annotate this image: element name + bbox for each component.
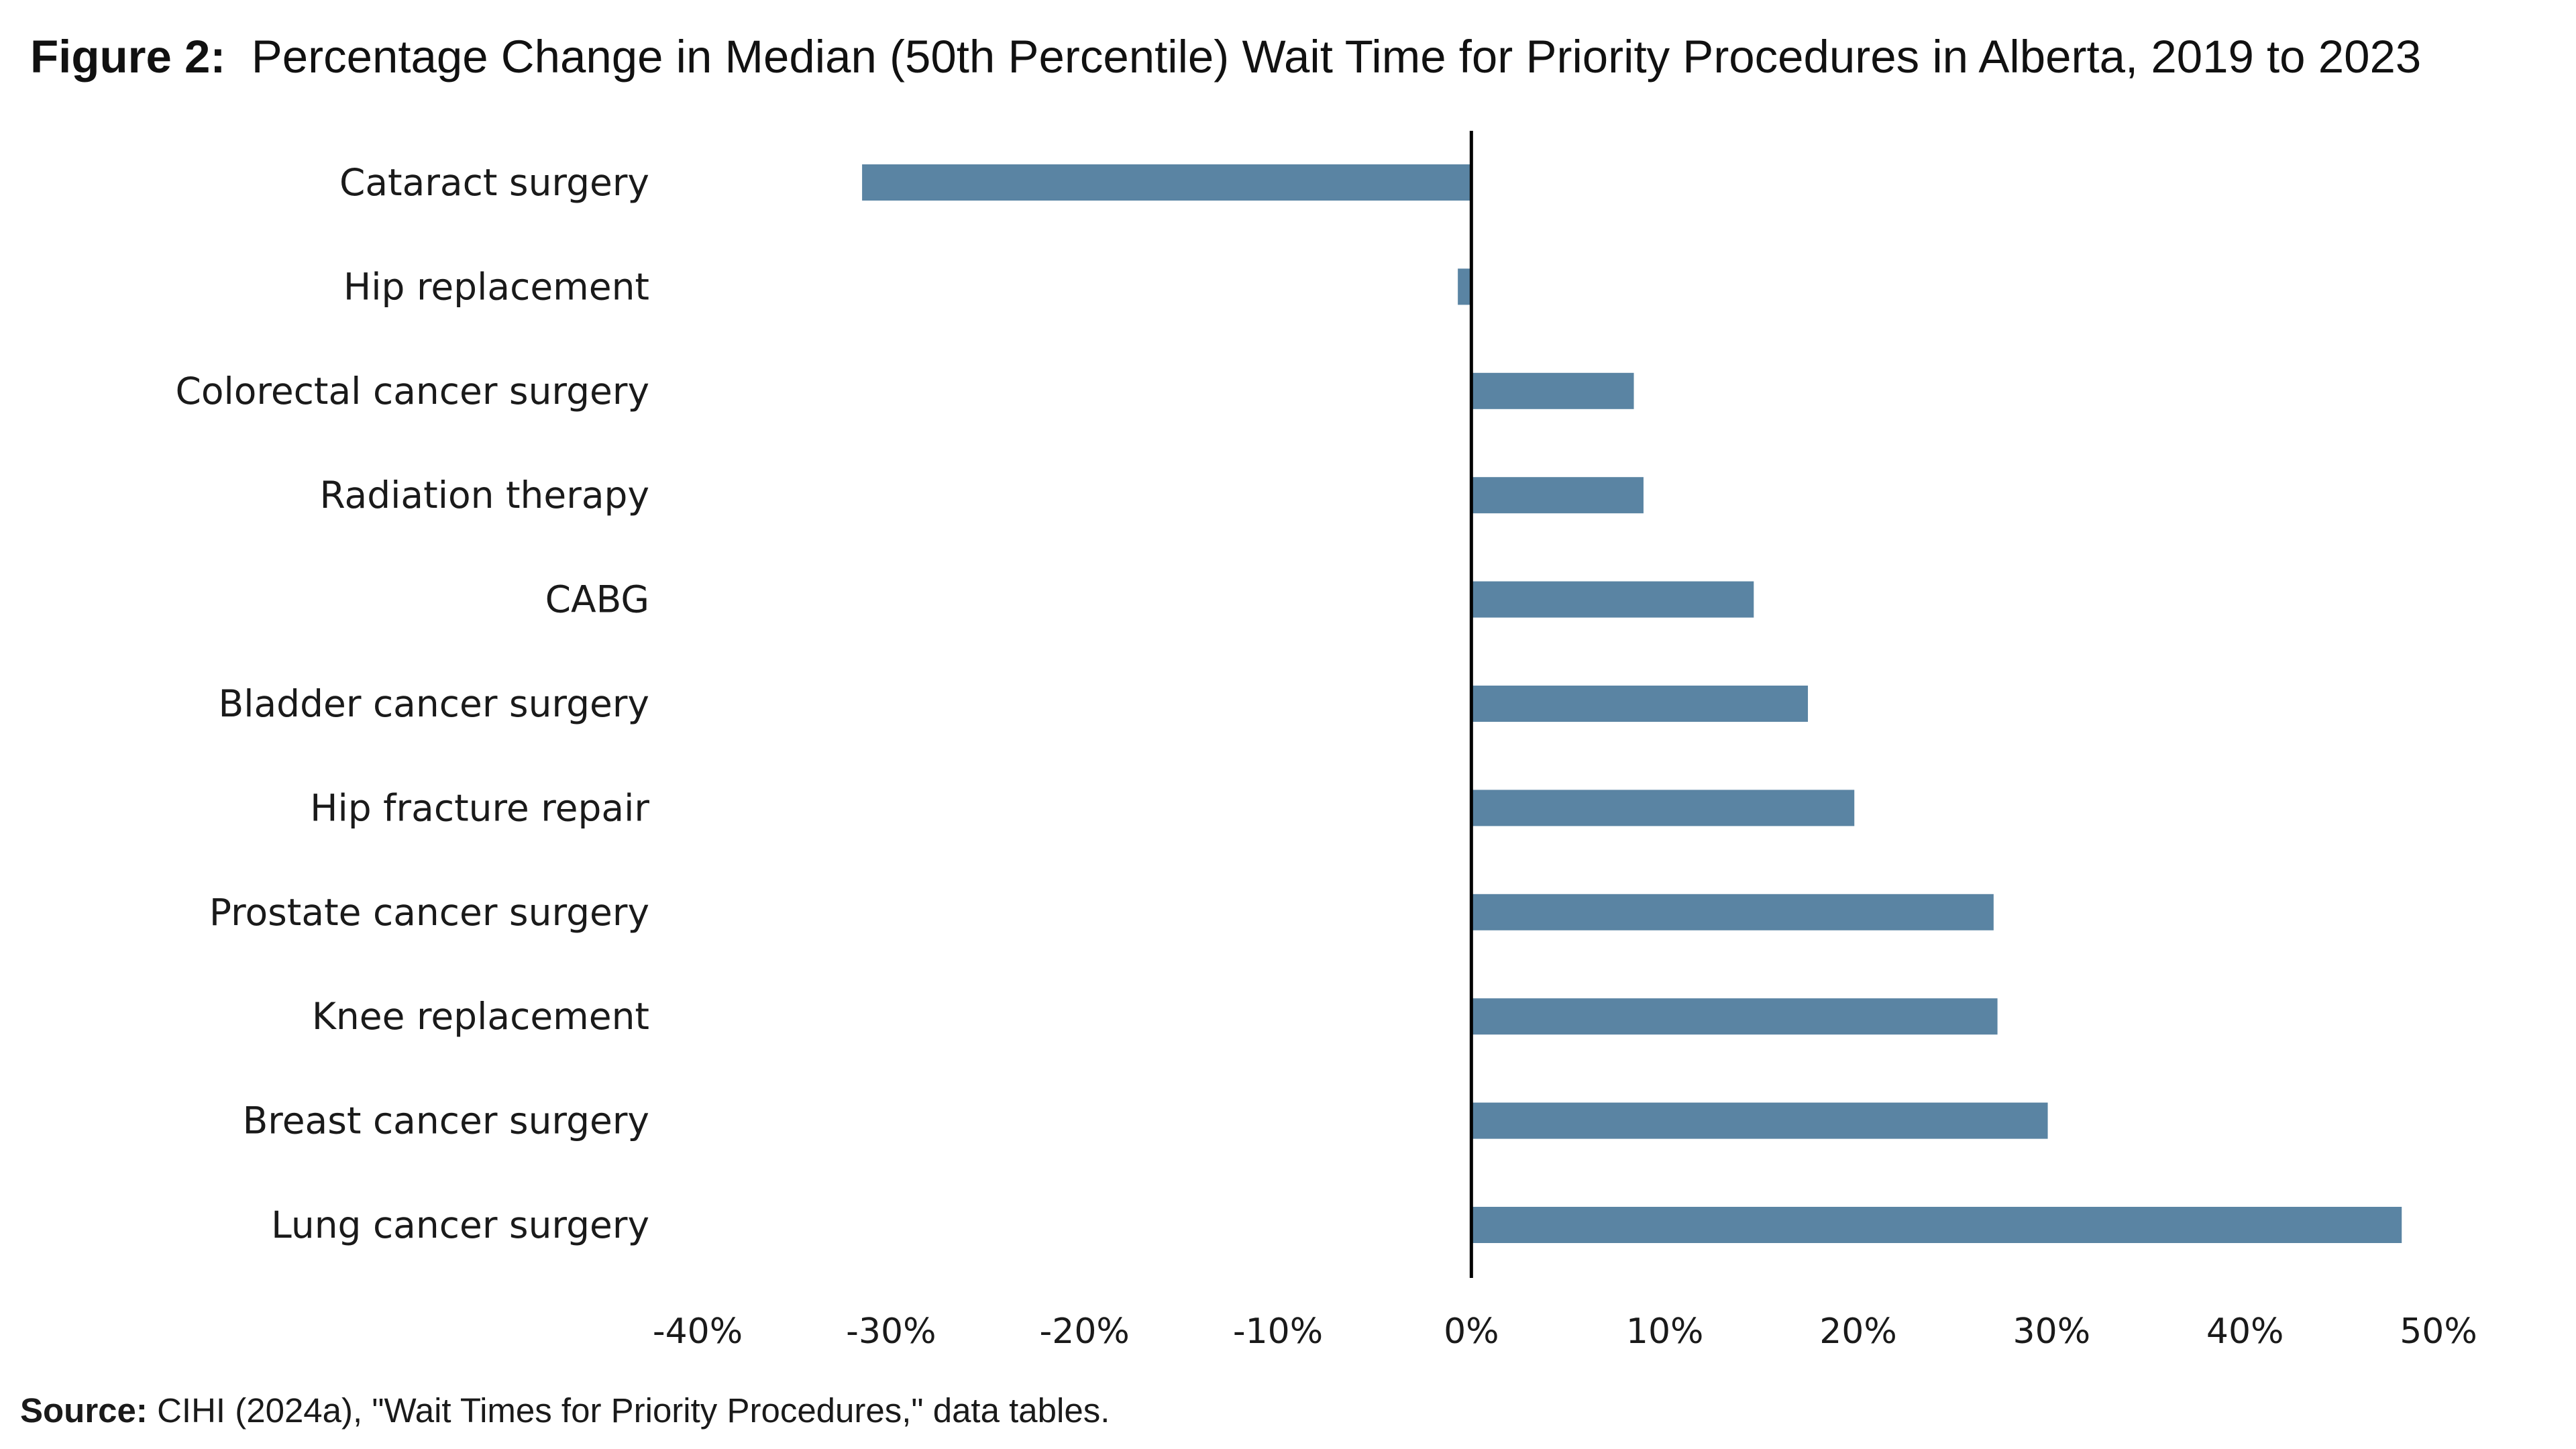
- bar-cabg: [1471, 581, 1754, 618]
- bars-layer: [862, 164, 2402, 1243]
- category-label: Hip replacement: [343, 265, 649, 308]
- category-label: CABG: [545, 578, 649, 621]
- category-label: Hip fracture repair: [310, 786, 649, 829]
- x-tick-label: 10%: [1626, 1311, 1704, 1352]
- x-tick-label: 20%: [1819, 1311, 1897, 1352]
- x-tick-labels: -40% -30% -20% -10% 0% 10% 20% 30% 40% 50%: [653, 1311, 2477, 1352]
- figure-title-text: Percentage Change in Median (50th Percen…: [251, 31, 2422, 83]
- bar-hip-replacement: [1458, 268, 1472, 305]
- category-label: Prostate cancer surgery: [209, 891, 649, 934]
- x-tick-label: -20%: [1039, 1311, 1129, 1352]
- figure-title: Figure 2: Percentage Change in Median (5…: [30, 27, 2421, 87]
- x-tick-label: -40%: [653, 1311, 743, 1352]
- x-tick-label: 50%: [2400, 1311, 2477, 1352]
- category-label: Radiation therapy: [320, 474, 649, 517]
- category-labels: Cataract surgery Hip replacement Colorecta…: [175, 161, 649, 1246]
- x-tick-label: -10%: [1233, 1311, 1323, 1352]
- bar-knee-replacement: [1471, 998, 1998, 1035]
- bar-hip-fracture-repair: [1471, 790, 1855, 826]
- category-label: Lung cancer surgery: [271, 1203, 649, 1246]
- category-label: Cataract surgery: [339, 161, 649, 204]
- bar-prostate-cancer-surgery: [1471, 894, 1994, 930]
- category-label: Breast cancer surgery: [243, 1099, 649, 1142]
- source-label: Source:: [20, 1391, 148, 1430]
- bar-breast-cancer-surgery: [1471, 1102, 2048, 1139]
- x-tick-label: -30%: [846, 1311, 936, 1352]
- category-label: Bladder cancer surgery: [218, 682, 649, 725]
- category-label: Colorectal cancer surgery: [175, 370, 649, 413]
- figure-label: Figure 2:: [30, 31, 226, 83]
- x-tick-label: 40%: [2206, 1311, 2284, 1352]
- category-label: Knee replacement: [312, 995, 649, 1038]
- source-text: CIHI (2024a), "Wait Times for Priority P…: [157, 1391, 1110, 1430]
- bar-lung-cancer-surgery: [1471, 1207, 2402, 1243]
- bar-cataract-surgery: [862, 164, 1472, 201]
- source-note: Source: CIHI (2024a), "Wait Times for Pr…: [20, 1387, 1110, 1434]
- bar-bladder-cancer-surgery: [1471, 686, 1809, 722]
- bar-colorectal-cancer-surgery: [1471, 372, 1634, 409]
- bar-radiation-therapy: [1471, 477, 1644, 514]
- x-tick-label: 30%: [2013, 1311, 2091, 1352]
- x-tick-label: 0%: [1444, 1311, 1499, 1352]
